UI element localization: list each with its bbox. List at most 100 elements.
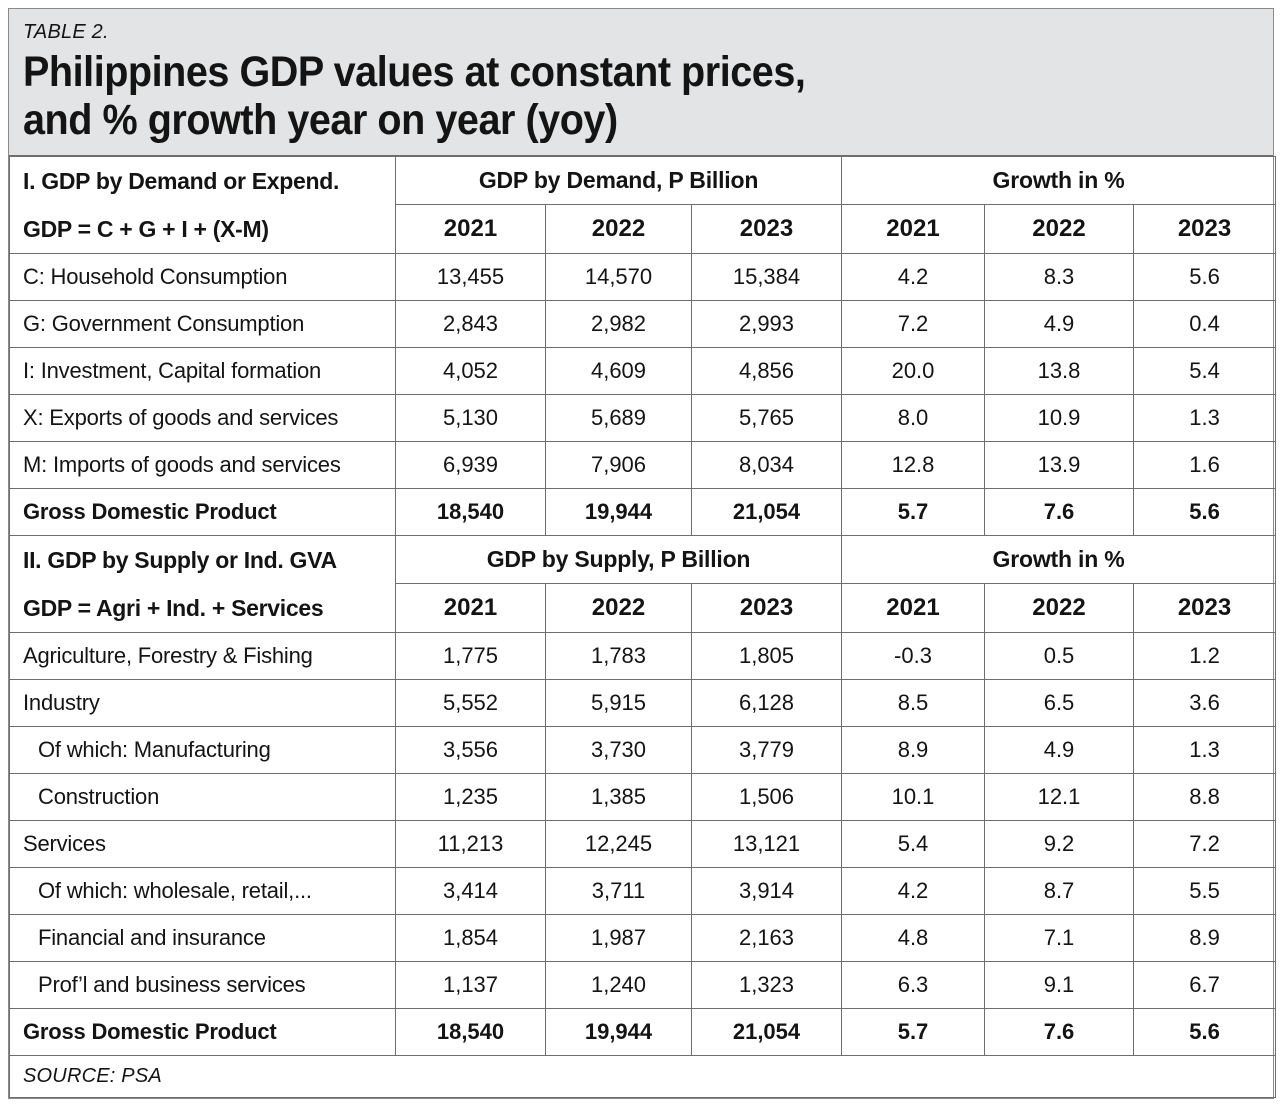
value-cell: 3,711: [545, 867, 692, 915]
value-cell: 7.1: [984, 914, 1134, 962]
value-cell: 6.7: [1132, 961, 1277, 1009]
section-1-group-header-growth: Growth in %: [840, 156, 1277, 205]
value-cell: 21,054: [691, 1008, 842, 1056]
value-cell: 20.0: [841, 347, 985, 395]
value-cell: 13.8: [984, 347, 1134, 395]
row-label: Agriculture, Forestry & Fishing: [9, 632, 396, 680]
value-cell: 5,689: [545, 394, 692, 442]
source-note: SOURCE: PSA: [8, 1055, 1277, 1098]
value-cell: 1.3: [1132, 726, 1277, 774]
year-header: 2022: [545, 203, 692, 255]
value-cell: 1.2: [1132, 632, 1277, 680]
value-cell: 6,939: [395, 441, 546, 489]
row-label: Prof’l and business services: [9, 961, 396, 1009]
value-cell: 1.3: [1132, 394, 1277, 442]
section-2-header: II. GDP by Supply or Ind. GVA GDP = Agri…: [9, 535, 1277, 634]
value-cell: 8.3: [984, 253, 1134, 301]
section-1-title-line-1: I. GDP by Demand or Expend.: [23, 167, 340, 194]
value-cell: 7.2: [841, 300, 985, 348]
year-header: 2021: [841, 203, 985, 255]
value-cell: 13.9: [984, 441, 1134, 489]
year-header: 2023: [691, 203, 842, 255]
page-title-line-1: Philippines GDP values at constant price…: [23, 48, 806, 96]
value-cell: 4,609: [545, 347, 692, 395]
year-header: 2021: [395, 582, 546, 634]
value-cell: -0.3: [841, 632, 985, 680]
table-row: Agriculture, Forestry & Fishing 1,775 1,78…: [9, 632, 1277, 680]
value-cell: 5,130: [395, 394, 546, 442]
value-cell: 1.6: [1132, 441, 1277, 489]
table-row: X: Exports of goods and services 5,130 5,6…: [9, 394, 1277, 442]
section-2-group-row: II. GDP by Supply or Ind. GVA GDP = Agri…: [9, 535, 1277, 633]
value-cell: 8,034: [691, 441, 842, 489]
row-label: Industry: [9, 679, 396, 727]
value-cell: 0.5: [984, 632, 1134, 680]
value-cell: 1,805: [691, 632, 842, 680]
value-cell: 14,570: [545, 253, 692, 301]
value-cell: 3,556: [395, 726, 546, 774]
value-cell: 3,414: [395, 867, 546, 915]
value-cell: 2,982: [545, 300, 692, 348]
section-1-year-row: 2021 2022 2023 2021 2022 2023: [10, 203, 1277, 255]
value-cell: 0.4: [1132, 300, 1277, 348]
value-cell: 3,730: [545, 726, 692, 774]
row-label: C: Household Consumption: [9, 253, 396, 301]
value-cell: 12,245: [545, 820, 692, 868]
year-header: 2021: [395, 203, 546, 255]
table-row: I: Investment, Capital formation 4,052 4,6…: [9, 347, 1277, 395]
value-cell: 10.9: [984, 394, 1134, 442]
value-cell: 5.4: [1132, 347, 1277, 395]
value-cell: 3,914: [691, 867, 842, 915]
year-header: 2022: [545, 582, 692, 634]
year-header: 2021: [841, 582, 985, 634]
year-header: 2023: [1132, 582, 1277, 634]
year-header: 2022: [984, 203, 1134, 255]
value-cell: 4.2: [841, 253, 985, 301]
value-cell: 2,843: [395, 300, 546, 348]
section-2-title-line-2: GDP = Agri + Ind. + Services: [23, 594, 324, 621]
value-cell: 1,385: [545, 773, 692, 821]
value-cell: 4.9: [984, 300, 1134, 348]
title-block: TABLE 2. Philippines GDP values at const…: [9, 9, 1273, 156]
row-label: M: Imports of goods and services: [9, 441, 396, 489]
value-cell: 13,121: [691, 820, 842, 868]
year-header: 2022: [984, 582, 1134, 634]
value-cell: 8.8: [1132, 773, 1277, 821]
section-2-group-header-values: GDP by Supply, P Billion: [395, 535, 842, 584]
page-title-line-2: and % growth year on year (yoy): [23, 96, 618, 145]
table-row: Of which: Manufacturing 3,556 3,730 3,779 8.…: [9, 726, 1277, 774]
section-1-title-line-2: GDP = C + G + I + (X-M): [23, 215, 269, 242]
row-label: I: Investment, Capital formation: [9, 347, 396, 395]
row-label: Of which: wholesale, retail,...: [9, 867, 396, 915]
value-cell: 5.6: [1132, 253, 1277, 301]
row-label: Construction: [9, 773, 396, 821]
table-row: Gross Domestic Product 18,540 19,944 21,054…: [9, 1008, 1277, 1056]
value-cell: 8.9: [841, 726, 985, 774]
value-cell: 8.7: [984, 867, 1134, 915]
value-cell: 1,506: [691, 773, 842, 821]
value-cell: 5,552: [395, 679, 546, 727]
value-cell: 3.6: [1132, 679, 1277, 727]
value-cell: 15,384: [691, 253, 842, 301]
table-row: M: Imports of goods and services 6,939 7,9…: [9, 441, 1277, 489]
section-2-year-row: 2021 2022 2023 2021 2022 2023: [10, 582, 1277, 634]
value-cell: 12.8: [841, 441, 985, 489]
row-label: X: Exports of goods and services: [9, 394, 396, 442]
value-cell: 6.5: [984, 679, 1134, 727]
value-cell: 13,455: [395, 253, 546, 301]
table-graphic: TABLE 2. Philippines GDP values at const…: [8, 8, 1277, 1099]
table-row: Gross Domestic Product 18,540 19,944 21,054…: [9, 488, 1277, 536]
value-cell: 1,323: [691, 961, 842, 1009]
section-1-group-header-values: GDP by Demand, P Billion: [395, 156, 842, 205]
value-cell: 19,944: [545, 1008, 692, 1056]
value-cell: 1,137: [395, 961, 546, 1009]
value-cell: 21,054: [691, 488, 842, 536]
table-kicker: TABLE 2.: [23, 21, 109, 43]
value-cell: 6,128: [691, 679, 842, 727]
value-cell: 4.2: [841, 867, 985, 915]
value-cell: 4.8: [841, 914, 985, 962]
value-cell: 5.5: [1132, 867, 1277, 915]
table-row: Prof’l and business services 1,137 1,240 1,…: [9, 961, 1277, 1009]
section-2-title-line-1: II. GDP by Supply or Ind. GVA: [23, 546, 337, 573]
value-cell: 8.5: [841, 679, 985, 727]
